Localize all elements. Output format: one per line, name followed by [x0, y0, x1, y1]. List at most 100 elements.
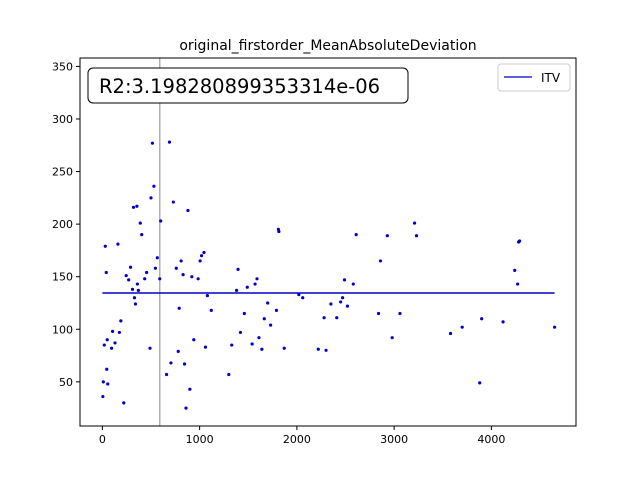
scatter-point	[412, 221, 417, 225]
scatter-point	[230, 343, 234, 347]
scatter-point	[301, 296, 305, 300]
x-tick-label: 1000	[186, 433, 214, 446]
y-tick-label: 150	[52, 271, 73, 284]
scatter-point	[501, 320, 505, 324]
scatter-point	[250, 342, 254, 346]
scatter-point	[385, 234, 389, 238]
scatter-point	[117, 330, 121, 335]
scatter-point	[196, 277, 200, 281]
scatter-point	[110, 346, 114, 350]
scatter-point	[351, 282, 355, 286]
scatter-point	[135, 204, 139, 208]
scatter-point	[236, 267, 240, 271]
scatter-point	[169, 361, 173, 365]
scatter-point	[135, 282, 139, 286]
scatter-point	[184, 406, 188, 410]
scatter-point	[149, 196, 153, 200]
scatter-point	[297, 292, 301, 297]
scatter-point	[119, 319, 123, 323]
scatter-point	[148, 346, 152, 350]
scatter-point	[132, 296, 137, 300]
scatter-point	[181, 272, 185, 277]
scatter-point	[186, 208, 190, 213]
scatter-point	[316, 347, 320, 351]
scatter-point	[105, 367, 109, 371]
scatter-point	[155, 256, 159, 260]
scatter-point	[101, 380, 105, 384]
scatter-point	[171, 200, 175, 204]
scatter-point	[159, 219, 163, 223]
scatter-point	[110, 329, 115, 333]
scatter-point	[262, 317, 266, 321]
annotation-text: R2:3.198280899353314e-06	[99, 75, 380, 98]
y-tick-label: 250	[52, 166, 73, 179]
scatter-point	[136, 288, 140, 292]
x-tick-label: 4000	[477, 433, 505, 446]
scatter-point	[140, 233, 144, 237]
scatter-point	[553, 325, 557, 329]
scatter-point	[127, 278, 131, 282]
scatter-point	[179, 259, 183, 263]
scatter-point	[354, 233, 358, 237]
scatter-point	[104, 270, 108, 275]
scatter-point	[199, 254, 204, 258]
scatter-point	[128, 265, 133, 269]
scatter-point	[116, 242, 120, 246]
scatter-point	[152, 184, 156, 188]
scatter-point	[122, 401, 126, 405]
scatter-point	[269, 323, 273, 327]
scatter-point	[101, 394, 105, 399]
scatter-point	[182, 362, 187, 366]
scatter-point	[124, 274, 128, 278]
scatter-point	[202, 250, 206, 255]
scatter-point	[102, 343, 106, 347]
scatter-point	[335, 316, 339, 320]
scatter-point	[274, 308, 279, 312]
scatter-point	[143, 277, 147, 281]
scatter-point	[245, 285, 249, 289]
scatter-point	[253, 282, 257, 286]
annotation-frame	[87, 67, 409, 104]
x-tick-label: 3000	[380, 433, 408, 446]
scatter-point	[131, 205, 136, 209]
scatter-point	[478, 381, 482, 385]
y-tick-label: 200	[52, 218, 73, 231]
y-tick-label: 350	[52, 60, 73, 73]
scatter-point	[203, 345, 208, 349]
scatter-point	[378, 259, 383, 263]
scatter-point	[113, 341, 117, 345]
scatter-point	[188, 387, 192, 391]
legend-frame	[497, 63, 571, 92]
scatter-point	[153, 266, 157, 270]
scatter-point	[376, 311, 381, 316]
scatter-point	[192, 338, 196, 342]
scatter-point	[390, 336, 394, 340]
scatter-point	[414, 234, 419, 238]
scatter-point	[282, 346, 286, 350]
scatter-point	[460, 325, 464, 329]
scatter-point	[516, 282, 520, 286]
scatter-point	[209, 308, 213, 312]
scatter-point	[133, 302, 138, 306]
y-tick-label: 300	[52, 113, 73, 126]
scatter-point	[176, 349, 180, 353]
scatter-point	[480, 317, 484, 321]
plot-area: 0 1000 2000 3000 4000 50 100 150 200 250 300 350	[52, 57, 577, 446]
scatter-point	[398, 311, 402, 316]
scatter-point	[513, 268, 517, 272]
legend: ITV	[497, 63, 571, 92]
scatter-point	[150, 141, 155, 145]
scatter-point	[339, 300, 343, 304]
scatter-point	[106, 382, 110, 386]
scatter-point	[342, 278, 347, 282]
scatter-point	[257, 336, 261, 340]
scatter-point	[322, 316, 326, 320]
scatter-point	[448, 331, 453, 336]
legend-entry-itv: ITV	[541, 71, 561, 85]
scatter-point	[167, 140, 172, 144]
scatter-point	[255, 277, 259, 281]
scatter-point	[260, 347, 264, 351]
scatter-point	[234, 288, 239, 292]
chart-title: original_firstorder_MeanAbsoluteDeviatio…	[179, 38, 476, 54]
